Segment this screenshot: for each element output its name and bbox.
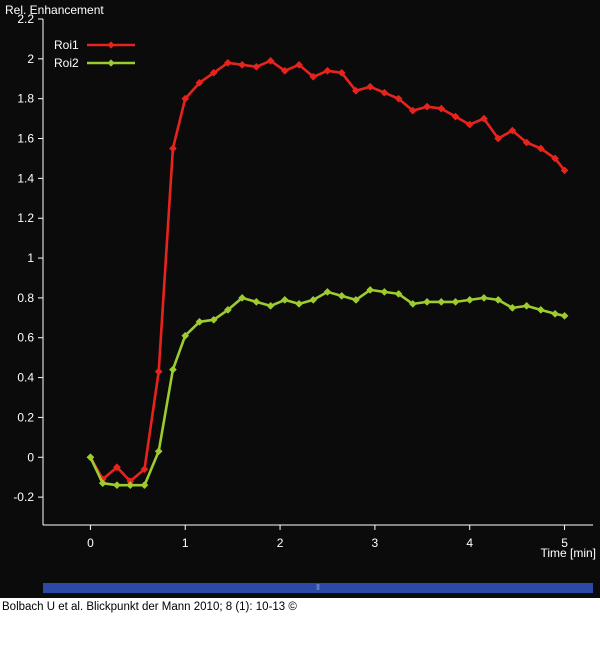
x-tick-label: 2 xyxy=(277,536,284,550)
data-point-roi2 xyxy=(223,305,232,314)
data-point-roi1 xyxy=(479,114,488,123)
data-point-roi2 xyxy=(309,295,318,304)
data-point-roi1 xyxy=(280,66,289,75)
data-point-roi2 xyxy=(351,295,360,304)
y-tick-label: 1 xyxy=(27,251,34,265)
y-tick-label: 0.4 xyxy=(17,371,34,385)
y-axis-title: Rel. Enhancement xyxy=(5,3,104,17)
data-point-roi1 xyxy=(366,82,375,91)
data-point-roi2 xyxy=(508,303,517,312)
data-point-roi2 xyxy=(366,285,375,294)
data-point-roi2 xyxy=(536,305,545,314)
data-point-roi2 xyxy=(465,295,474,304)
legend-label-roi2: Roi2 xyxy=(54,56,79,70)
data-point-roi1 xyxy=(309,72,318,81)
horizontal-scrollbar[interactable]: ⦀ xyxy=(43,583,593,593)
data-point-roi1 xyxy=(337,68,346,77)
data-point-roi2 xyxy=(295,299,303,308)
data-point-roi1 xyxy=(209,68,218,77)
data-point-roi1 xyxy=(113,463,121,472)
figure-caption: Bolbach U et al. Blickpunkt der Mann 201… xyxy=(2,601,297,613)
data-point-roi2 xyxy=(380,287,389,296)
data-point-roi2 xyxy=(86,453,95,462)
data-point-roi2 xyxy=(408,299,417,308)
data-point-roi1 xyxy=(437,104,446,113)
data-point-roi1 xyxy=(195,78,204,87)
y-tick-label: 0.2 xyxy=(17,410,34,424)
x-tick-label: 3 xyxy=(372,536,379,550)
data-point-roi2 xyxy=(479,293,488,302)
data-point-roi1 xyxy=(423,102,432,111)
data-point-roi2 xyxy=(181,331,190,340)
data-point-roi1 xyxy=(451,112,460,121)
data-point-roi2 xyxy=(337,291,346,300)
data-point-roi1 xyxy=(140,465,149,474)
data-point-roi1 xyxy=(465,120,474,129)
data-point-roi2 xyxy=(168,365,177,374)
data-point-roi1 xyxy=(380,88,389,97)
data-point-roi2 xyxy=(98,479,107,488)
x-tick-label: 0 xyxy=(87,536,94,550)
data-point-roi2 xyxy=(551,309,560,318)
data-point-roi1 xyxy=(295,60,303,69)
data-point-roi1 xyxy=(351,86,360,95)
data-point-roi1 xyxy=(181,94,190,103)
data-point-roi2 xyxy=(437,297,446,306)
data-point-roi2 xyxy=(522,301,531,310)
y-tick-label: 2 xyxy=(27,52,34,66)
y-tick-label: 1.2 xyxy=(17,211,34,225)
data-point-roi2 xyxy=(209,315,218,324)
data-point-roi2 xyxy=(140,481,149,490)
data-point-roi2 xyxy=(113,481,121,490)
legend-marker-roi2 xyxy=(107,59,115,67)
data-point-roi2 xyxy=(494,295,503,304)
data-point-roi1 xyxy=(266,56,275,65)
y-tick-label: 1.8 xyxy=(17,92,34,106)
legend-marker-roi1 xyxy=(107,41,115,49)
data-point-roi1 xyxy=(408,106,417,115)
data-point-roi2 xyxy=(126,481,135,490)
data-point-roi1 xyxy=(323,66,332,75)
data-point-roi1 xyxy=(508,126,517,135)
scrollbar-grip-icon[interactable]: ⦀ xyxy=(316,583,320,592)
data-point-roi2 xyxy=(238,293,247,302)
data-point-roi2 xyxy=(195,317,204,326)
legend-label-roi1: Roi1 xyxy=(54,38,79,52)
data-point-roi1 xyxy=(238,60,247,69)
y-tick-label: 1.4 xyxy=(17,171,34,185)
data-point-roi2 xyxy=(280,295,289,304)
data-point-roi2 xyxy=(323,287,332,296)
series-line-roi1 xyxy=(89,59,566,483)
y-tick-label: 2.2 xyxy=(17,12,34,26)
data-point-roi1 xyxy=(394,94,403,103)
y-tick-label: -0.2 xyxy=(13,490,34,504)
data-point-roi1 xyxy=(252,62,261,71)
y-tick-label: 0.6 xyxy=(17,331,34,345)
data-point-roi2 xyxy=(266,301,275,310)
data-point-roi2 xyxy=(252,297,261,306)
data-point-roi2 xyxy=(423,297,432,306)
x-axis-title: Time [min] xyxy=(540,546,596,560)
data-point-roi1 xyxy=(494,134,503,143)
enhancement-chart: -0.2 0 0.2 0.4 0.6 0.8 1 1.2 1.4 1.6 1.8 2 2.2 0 1 2 3 4 5… xyxy=(5,3,596,560)
x-tick-label: 1 xyxy=(182,536,189,550)
y-tick-label: 0 xyxy=(27,450,34,464)
y-tick-label: 1.6 xyxy=(17,132,34,146)
data-point-roi1 xyxy=(522,138,531,147)
data-point-roi1 xyxy=(560,166,569,175)
data-point-roi2 xyxy=(451,297,460,306)
data-point-roi2 xyxy=(394,289,403,298)
data-point-roi1 xyxy=(154,367,163,376)
x-tick-label: 5 xyxy=(561,536,568,550)
x-tick-label: 4 xyxy=(466,536,473,550)
y-tick-label: 0.8 xyxy=(17,291,34,305)
data-point-roi1 xyxy=(551,154,560,163)
chart-panel: -0.2 0 0.2 0.4 0.6 0.8 1 1.2 1.4 1.6 1.8 2 2.2 0 1 2 3 4 5… xyxy=(0,0,600,598)
data-point-roi2 xyxy=(154,447,163,456)
data-point-roi1 xyxy=(536,144,545,153)
data-point-roi1 xyxy=(168,144,177,153)
data-point-roi1 xyxy=(223,58,232,67)
data-point-roi2 xyxy=(560,311,569,320)
